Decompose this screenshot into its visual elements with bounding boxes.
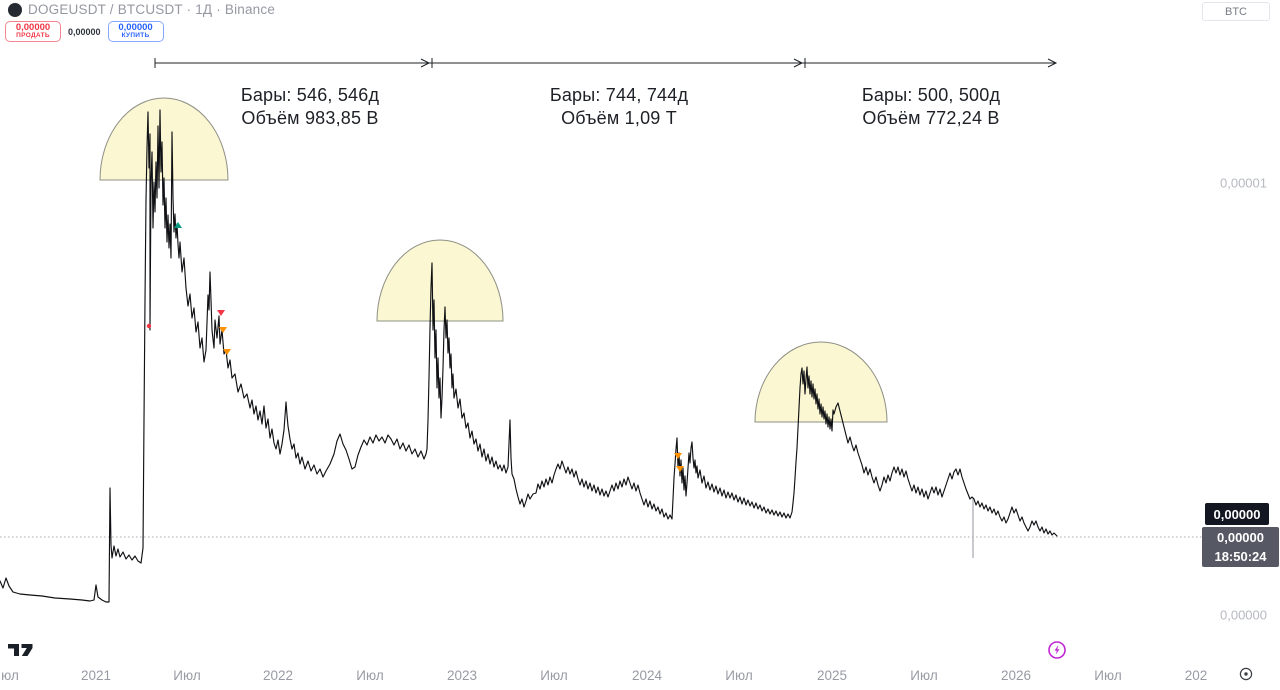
bars-count-text: Бары: 500, 500д [861, 85, 1001, 105]
time-axis-label: юл [1, 668, 19, 683]
bars-volume-annotation-2[interactable]: Бары: 744, 744д Объём 1,09 Т [550, 84, 688, 130]
sell-marker-icon [676, 466, 684, 472]
last-price-badge: 0,00000 [1205, 503, 1269, 525]
sell-marker-icon [219, 327, 227, 333]
buy-button[interactable]: 0,00000 КУПИТЬ [107, 21, 164, 42]
bar-close-countdown: 18:50:24 [1214, 549, 1267, 564]
time-axis-label: 2026 [1000, 668, 1032, 683]
dome-highlight-2[interactable] [376, 239, 504, 322]
symbol-row: DOGEUSDT / BTCUSDT · 1Д · Binance [8, 2, 275, 17]
time-axis-label: 2022 [262, 668, 294, 683]
time-axis-label: Июл [173, 668, 201, 683]
sell-marker-icon [217, 310, 225, 316]
sell-label: ПРОДАТЬ [16, 32, 50, 40]
time-axis-label: 2025 [816, 668, 848, 683]
measure-arrowhead [420, 58, 431, 68]
countdown-price: 0,00000 [1217, 530, 1264, 545]
time-axis-label: 2021 [80, 668, 112, 683]
time-axis-settings-icon[interactable] [1238, 666, 1254, 682]
tradingview-logo-icon[interactable] [8, 641, 34, 659]
symbol-title[interactable]: DOGEUSDT / BTCUSDT · 1Д · Binance [28, 2, 276, 17]
last-price-value: 0,00000 [1213, 506, 1261, 522]
dome-highlight-3[interactable] [754, 341, 888, 423]
time-axis-label: 2024 [631, 668, 663, 683]
measure-arrowhead [793, 58, 804, 68]
trade-marker-dot [146, 323, 152, 329]
bars-count-text: Бары: 744, 744д [549, 85, 689, 105]
date-range-measure-line[interactable] [154, 58, 1058, 68]
buy-marker-icon [174, 222, 182, 228]
bars-volume-annotation-1[interactable]: Бары: 546, 546д Объём 983,85 В [241, 84, 379, 130]
time-axis-label: Июл [910, 668, 938, 683]
price-scale-currency-toggle[interactable]: BTC [1202, 2, 1270, 21]
time-axis-label: Июл [725, 668, 753, 683]
volume-text: Объём 1,09 Т [561, 108, 677, 128]
doge-symbol-icon [8, 2, 22, 17]
time-axis-label: Июл [1094, 668, 1122, 683]
volume-text: Объём 772,24 В [862, 108, 1000, 128]
price-scale-label: 0,00000 [1220, 607, 1267, 623]
trade-buttons-row: 0,00000 ПРОДАТЬ 0,00000 0,00000 КУПИТЬ [5, 21, 164, 42]
bars-volume-annotation-3[interactable]: Бары: 500, 500д Объём 772,24 В [862, 84, 1000, 130]
time-axis-label: 202 [1184, 668, 1208, 683]
dome-highlight-1[interactable] [99, 97, 229, 181]
boost-lightning-icon[interactable] [1046, 639, 1068, 661]
time-axis-label: Июл [356, 668, 384, 683]
volume-text: Объём 983,85 В [241, 108, 379, 128]
time-axis[interactable]: юл 2021 Июл 2022 Июл 2023 Июл 2024 Июл 2025 Июл 202… [0, 665, 1280, 690]
time-axis-label: Июл [540, 668, 568, 683]
sell-marker-icon [674, 453, 682, 459]
price-scale-label: 0,00001 [1220, 175, 1267, 191]
bars-count-text: Бары: 546, 546д [240, 85, 380, 105]
measure-arrowhead [1047, 58, 1058, 68]
sell-marker-icon [223, 349, 231, 355]
buy-label: КУПИТЬ [121, 32, 150, 40]
buy-price: 0,00000 [118, 22, 153, 34]
sell-price: 0,00000 [15, 22, 51, 34]
sell-button[interactable]: 0,00000 ПРОДАТЬ [5, 21, 61, 42]
countdown-badge: 0,00000 18:50:24 [1202, 527, 1279, 567]
price-line-series [0, 109, 1058, 603]
spread-value: 0,00000 [68, 26, 101, 37]
time-axis-label: 2023 [446, 668, 478, 683]
